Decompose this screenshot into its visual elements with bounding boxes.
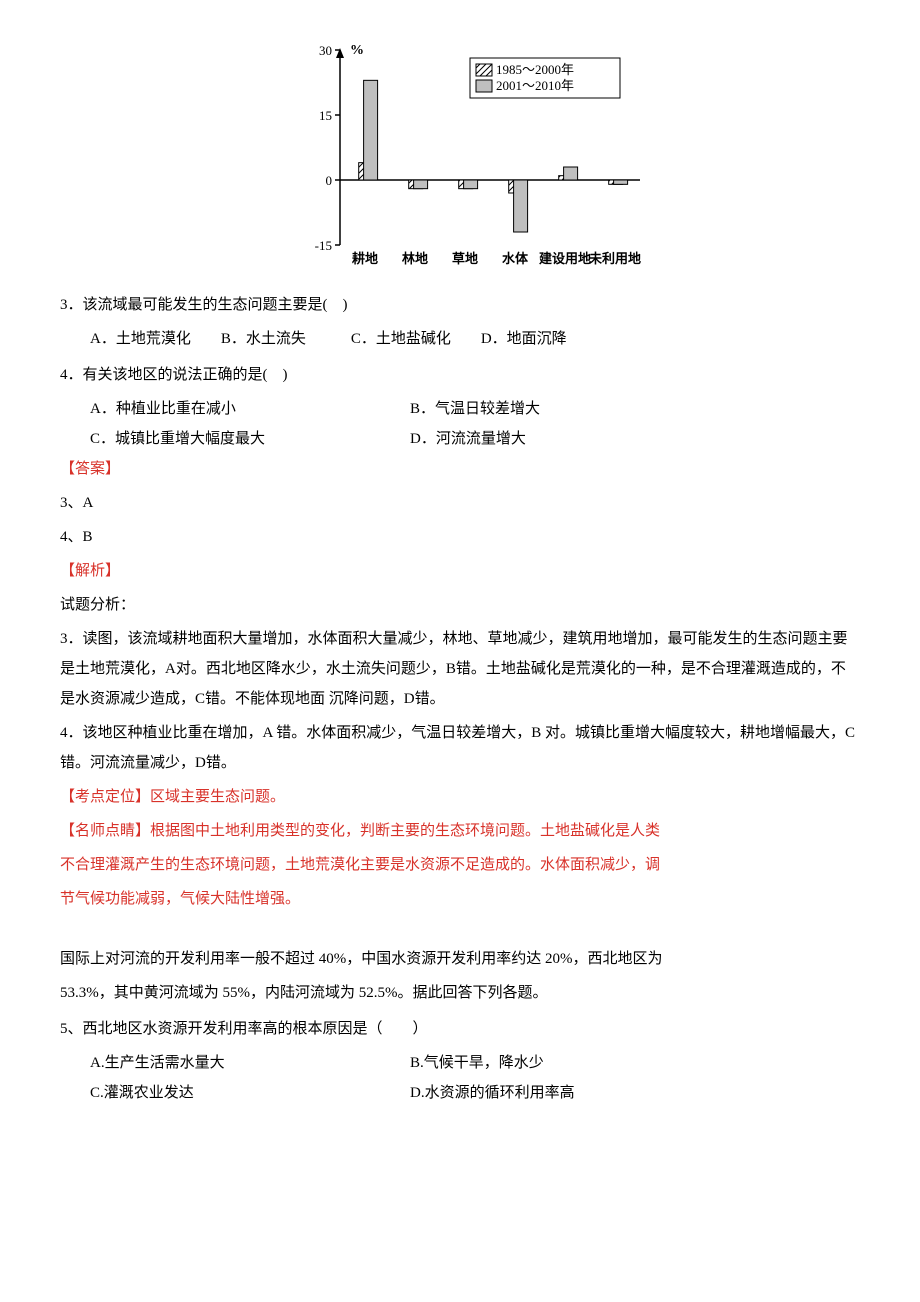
teacher-note-line3: 节气候功能减弱，气候大陆性增强。 bbox=[60, 884, 860, 914]
svg-text:水体: 水体 bbox=[502, 251, 529, 266]
svg-text:2001～2010年: 2001～2010年 bbox=[496, 78, 574, 93]
analysis-heading: 【解析】 bbox=[60, 556, 860, 586]
topic-location: 【考点定位】区域主要生态问题。 bbox=[60, 782, 860, 812]
answers-heading: 【答案】 bbox=[60, 454, 860, 484]
q4-row2: C．城镇比重增大幅度最大 D．河流流量增大 bbox=[60, 424, 860, 454]
land-use-change-chart: -15 0 15 30% 耕地 林地 草地 水体建设用地未利用地 1985～2000年2001～… bbox=[270, 40, 650, 270]
svg-text:草地: 草地 bbox=[452, 251, 478, 266]
q5-row1: A.生产生活需水量大 B.气候干旱，降水少 bbox=[60, 1048, 860, 1078]
chart-container: -15 0 15 30% 耕地 林地 草地 水体建设用地未利用地 1985～2000年2001～… bbox=[60, 40, 860, 270]
q4-opt-b: B．气温日较差增大 bbox=[410, 394, 540, 424]
q5-stem: 5、西北地区水资源开发利用率高的根本原因是（ ） bbox=[60, 1014, 860, 1044]
svg-text:林地: 林地 bbox=[402, 251, 428, 266]
svg-text:1985～2000年: 1985～2000年 bbox=[496, 62, 574, 77]
analysis-q3: 3．读图，该流域耕地面积大量增加，水体面积大量减少，林地、草地减少，建筑用地增加… bbox=[60, 624, 860, 714]
q4-opt-c: C．城镇比重增大幅度最大 bbox=[90, 424, 410, 454]
q5-opt-a: A.生产生活需水量大 bbox=[90, 1048, 410, 1078]
svg-text:建设用地: 建设用地 bbox=[539, 251, 591, 266]
passage2-line2: 53.3%，其中黄河流域为 55%，内陆河流域为 52.5%。据此回答下列各题。 bbox=[60, 978, 860, 1008]
q5-opt-c: C.灌溉农业发达 bbox=[90, 1078, 410, 1108]
svg-text:15: 15 bbox=[319, 108, 332, 123]
teacher-note-line2: 不合理灌溉产生的生态环境问题，土地荒漠化主要是水资源不足造成的。水体面积减少，调 bbox=[60, 850, 860, 880]
q4-opt-a: A．种植业比重在减小 bbox=[90, 394, 410, 424]
svg-text:耕地: 耕地 bbox=[352, 251, 378, 266]
q5-opt-d: D.水资源的循环利用率高 bbox=[410, 1078, 575, 1108]
passage2-line1: 国际上对河流的开发利用率一般不超过 40%，中国水资源开发利用率约达 20%，西… bbox=[60, 944, 860, 974]
answer-3: 3、A bbox=[60, 488, 860, 518]
teacher-note-line1: 【名师点睛】根据图中土地利用类型的变化，判断主要的生态环境问题。土地盐碱化是人类 bbox=[60, 816, 860, 846]
q4-row1: A．种植业比重在减小 B．气温日较差增大 bbox=[60, 394, 860, 424]
answer-4: 4、B bbox=[60, 522, 860, 552]
svg-text:30: 30 bbox=[319, 43, 332, 58]
analysis-intro: 试题分析： bbox=[60, 590, 860, 620]
q3-stem: 3．该流域最可能发生的生态问题主要是( ) bbox=[60, 290, 860, 320]
svg-text:0: 0 bbox=[326, 173, 333, 188]
svg-text:%: % bbox=[350, 43, 364, 58]
q4-opt-d: D．河流流量增大 bbox=[410, 424, 526, 454]
svg-text:-15: -15 bbox=[315, 238, 332, 253]
q3-options: A．土地荒漠化 B．水土流失 C．土地盐碱化 D．地面沉降 bbox=[60, 324, 860, 354]
q4-stem: 4．有关该地区的说法正确的是( ) bbox=[60, 360, 860, 390]
q5-row2: C.灌溉农业发达 D.水资源的循环利用率高 bbox=[60, 1078, 860, 1108]
analysis-q4: 4．该地区种植业比重在增加，A 错。水体面积减少，气温日较差增大，B 对。城镇比… bbox=[60, 718, 860, 778]
svg-text:未利用地: 未利用地 bbox=[588, 251, 641, 266]
q5-opt-b: B.气候干旱，降水少 bbox=[410, 1048, 544, 1078]
